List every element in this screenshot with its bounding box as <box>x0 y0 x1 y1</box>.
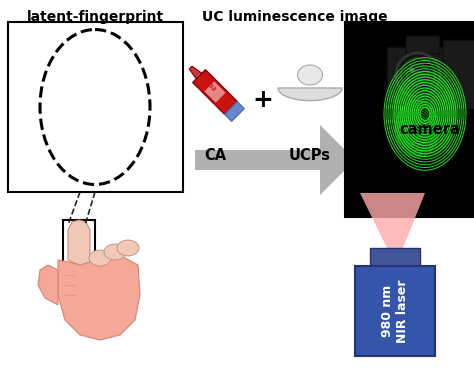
Bar <box>195 150 320 170</box>
Polygon shape <box>189 66 202 79</box>
FancyBboxPatch shape <box>406 36 440 54</box>
FancyBboxPatch shape <box>355 266 435 356</box>
Polygon shape <box>278 88 342 101</box>
Text: 202: 202 <box>204 81 216 93</box>
Text: camera: camera <box>400 122 460 137</box>
Polygon shape <box>193 70 237 114</box>
Circle shape <box>396 53 440 97</box>
Bar <box>63 220 95 268</box>
Text: 980 nm
NIR laser: 980 nm NIR laser <box>381 279 409 343</box>
Polygon shape <box>225 101 244 121</box>
Polygon shape <box>360 193 425 248</box>
FancyBboxPatch shape <box>443 40 474 109</box>
Circle shape <box>401 58 435 92</box>
Circle shape <box>413 70 423 80</box>
Circle shape <box>410 68 414 72</box>
Polygon shape <box>38 265 58 305</box>
FancyBboxPatch shape <box>387 47 473 103</box>
Ellipse shape <box>104 244 126 260</box>
Text: latent-fingerprint: latent-fingerprint <box>27 10 164 24</box>
Text: UC luminescence image: UC luminescence image <box>202 10 388 24</box>
Ellipse shape <box>89 250 111 266</box>
Bar <box>345 22 474 217</box>
Ellipse shape <box>298 65 322 85</box>
Polygon shape <box>320 125 355 195</box>
Ellipse shape <box>117 240 139 256</box>
Polygon shape <box>68 220 90 270</box>
Polygon shape <box>204 82 226 103</box>
Text: CA: CA <box>204 148 226 163</box>
Text: UCPs: UCPs <box>289 148 331 163</box>
Text: +: + <box>253 88 273 112</box>
Polygon shape <box>58 255 140 340</box>
Circle shape <box>407 64 429 86</box>
Bar <box>370 248 420 266</box>
Bar <box>8 22 183 192</box>
